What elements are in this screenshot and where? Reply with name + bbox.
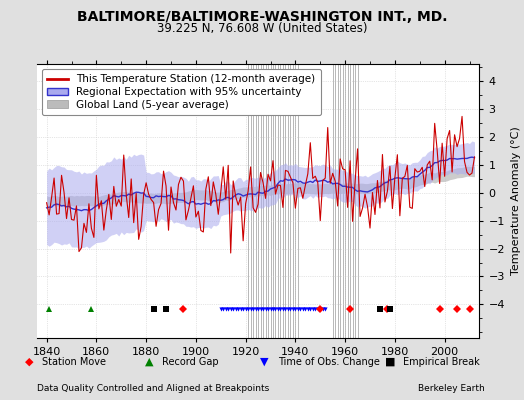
Text: ▲: ▲ <box>145 357 154 367</box>
Text: Data Quality Controlled and Aligned at Breakpoints: Data Quality Controlled and Aligned at B… <box>37 384 269 393</box>
Text: ■: ■ <box>385 357 396 367</box>
Text: Empirical Break: Empirical Break <box>403 357 480 367</box>
Text: ▼: ▼ <box>260 357 269 367</box>
Text: Time of Obs. Change: Time of Obs. Change <box>278 357 379 367</box>
Text: Record Gap: Record Gap <box>162 357 219 367</box>
Text: 39.225 N, 76.608 W (United States): 39.225 N, 76.608 W (United States) <box>157 22 367 35</box>
Legend: This Temperature Station (12-month average), Regional Expectation with 95% uncer: This Temperature Station (12-month avera… <box>42 69 321 115</box>
Text: BALTIMORE/BALTIMORE-WASHINGTON INT., MD.: BALTIMORE/BALTIMORE-WASHINGTON INT., MD. <box>77 10 447 24</box>
Text: ◆: ◆ <box>25 357 33 367</box>
Text: Station Move: Station Move <box>42 357 106 367</box>
Y-axis label: Temperature Anomaly (°C): Temperature Anomaly (°C) <box>510 127 520 275</box>
Text: Berkeley Earth: Berkeley Earth <box>418 384 485 393</box>
